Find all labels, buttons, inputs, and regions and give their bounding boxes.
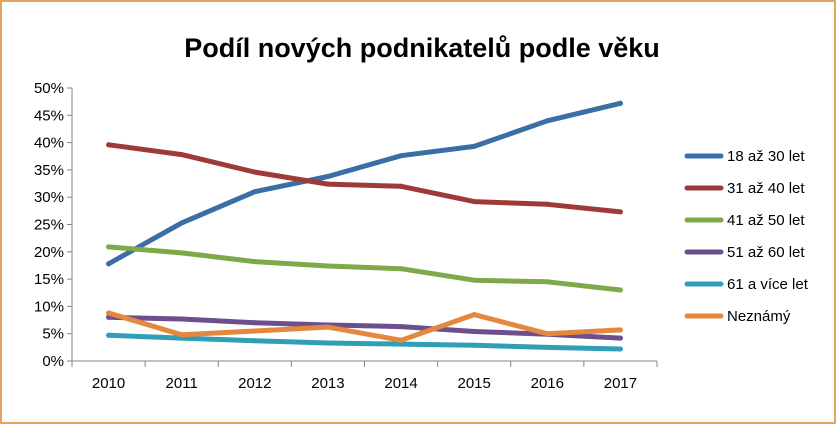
data-point (617, 346, 623, 352)
x-tick-label: 2012 (238, 375, 271, 392)
y-tick-label: 40% (34, 135, 64, 152)
data-point (398, 266, 404, 272)
legend: 18 až 30 let 31 až 40 let 41 až 50 let 51 a… (684, 148, 809, 325)
data-point (252, 259, 258, 265)
data-point (544, 279, 550, 285)
data-point (106, 314, 112, 320)
y-tick-label: 25% (34, 217, 64, 234)
legend-label: Neznámý (727, 308, 791, 325)
x-tick-label: 2010 (92, 375, 125, 392)
data-point (179, 152, 185, 158)
y-tick-label: 5% (42, 326, 64, 343)
legend-label: 61 a více let (727, 276, 809, 293)
data-point (106, 244, 112, 250)
data-point (106, 261, 112, 267)
x-tick-label: 2014 (384, 375, 417, 392)
legend-label: 31 až 40 let (727, 180, 805, 197)
data-point (398, 341, 404, 347)
series-line-6 (106, 310, 623, 343)
axes (67, 87, 658, 367)
data-point (106, 310, 112, 316)
series-line-4 (106, 314, 623, 341)
data-point (106, 332, 112, 338)
series-lines (106, 100, 623, 352)
data-point (252, 189, 258, 195)
data-point (325, 263, 331, 269)
data-point (325, 174, 331, 179)
data-point (617, 100, 623, 106)
legend-label: 18 až 30 let (727, 148, 805, 165)
data-point (544, 331, 550, 337)
data-point (471, 312, 477, 318)
data-point (398, 324, 404, 330)
series-line-5 (106, 332, 623, 352)
x-axis-ticks: 2010 2011 2012 2013 2014 2015 2016 2017 (92, 375, 637, 392)
data-point (471, 342, 477, 348)
x-tick-label: 2011 (166, 375, 198, 392)
data-point (179, 332, 185, 338)
data-point (325, 340, 331, 346)
legend-label: 41 až 50 let (727, 212, 805, 229)
y-tick-label: 45% (34, 107, 64, 124)
data-point (252, 169, 258, 175)
data-point (544, 118, 550, 124)
data-point (617, 287, 623, 293)
data-point (325, 181, 331, 187)
data-point (398, 337, 404, 343)
y-tick-label: 30% (34, 189, 64, 206)
data-point (544, 201, 550, 207)
series-line-2 (106, 142, 623, 215)
x-tick-label: 2017 (604, 375, 637, 392)
x-tick-label: 2013 (311, 375, 344, 392)
data-point (179, 250, 185, 256)
data-point (617, 327, 623, 333)
series-line-3 (106, 244, 623, 293)
data-point (106, 142, 112, 148)
data-point (398, 183, 404, 189)
data-point (617, 335, 623, 341)
y-tick-label: 50% (34, 80, 64, 97)
data-point (252, 338, 258, 344)
data-point (252, 328, 258, 334)
x-tick-label: 2016 (531, 375, 564, 392)
data-point (471, 199, 477, 205)
data-point (252, 320, 258, 326)
series-line-1 (106, 100, 623, 267)
y-tick-label: 10% (34, 298, 64, 315)
data-point (471, 329, 477, 334)
data-point (471, 143, 477, 149)
y-tick-label: 35% (34, 162, 64, 179)
y-tick-label: 15% (34, 271, 64, 288)
legend-label: 51 až 60 let (727, 244, 805, 261)
data-point (544, 344, 550, 350)
data-point (617, 209, 623, 215)
y-tick-label: 20% (34, 244, 64, 261)
y-axis-ticks: 0% 5% 10% 15% 20% 25% 30% 35% 40% 45% 50% (34, 80, 64, 370)
x-tick-label: 2015 (458, 375, 491, 392)
data-point (179, 220, 185, 226)
data-point (471, 277, 477, 283)
data-point (398, 153, 404, 159)
data-point (179, 316, 185, 322)
data-point (325, 324, 331, 330)
y-tick-label: 0% (42, 353, 64, 370)
chart-title: Podíl nových podnikatelů podle věku (184, 33, 660, 63)
